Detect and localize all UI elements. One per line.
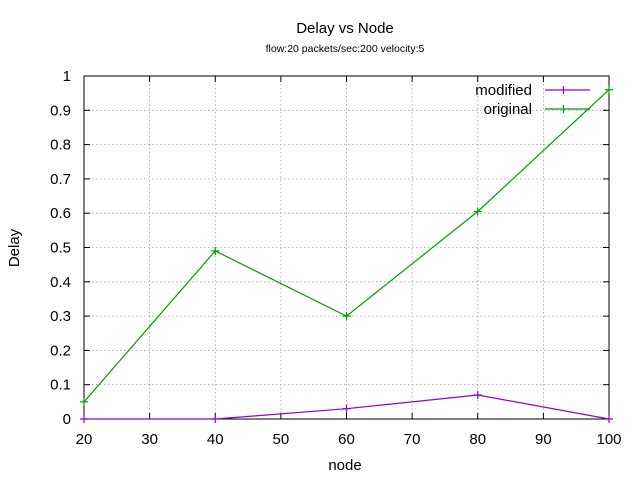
data-point-modified: [473, 390, 482, 399]
y-tick-label: 0.7: [50, 171, 71, 188]
chart-subtitle: flow:20 packets/sec:200 velocity:5: [266, 43, 425, 55]
data-point-original: [342, 312, 351, 321]
series-lines: [80, 85, 613, 423]
data-point-original: [211, 246, 220, 255]
y-tick-label: 0.6: [50, 205, 71, 222]
data-point-modified: [342, 404, 351, 413]
x-tick-label: 60: [338, 431, 355, 448]
x-axis-label: node: [328, 457, 361, 474]
x-tick-label: 70: [404, 431, 421, 448]
x-tick-label: 50: [273, 431, 290, 448]
x-tick-label: 80: [469, 431, 486, 448]
data-point-modified: [80, 415, 88, 423]
legend: modified original: [475, 82, 590, 118]
x-tick-label: 20: [76, 431, 93, 448]
y-tick-label: 0.9: [50, 102, 71, 119]
data-point-modified: [211, 415, 220, 423]
x-tick-label: 40: [207, 431, 224, 448]
data-point-modified: [605, 415, 613, 423]
y-tick-label: 0.1: [50, 377, 71, 394]
y-tick-label: 0.5: [50, 240, 71, 257]
legend-label-modified: modified: [475, 82, 532, 99]
y-tick-label: 0.8: [50, 137, 71, 154]
y-tick-label: 0.2: [50, 342, 71, 359]
chart-title: Delay vs Node: [296, 20, 394, 37]
y-tick-label: 1: [63, 68, 71, 85]
y-tick-label: 0.3: [50, 308, 71, 325]
plot-border: [83, 75, 610, 420]
x-tick-label: 100: [596, 431, 621, 448]
legend-label-original: original: [484, 101, 532, 118]
grid-lines: [84, 76, 609, 419]
y-tick-label: 0.4: [50, 274, 71, 291]
x-tick-label: 30: [141, 431, 158, 448]
y-axis-label: Delay: [6, 228, 23, 267]
data-point-original: [605, 85, 613, 94]
y-tick-label: 0: [63, 411, 71, 428]
x-tick-label: 90: [535, 431, 552, 448]
axes: 0 0.1 0.2 0.3 0.4 0.5 0.6 0.7 0.8 0.9 1 20 30 40 50 60 7…: [50, 68, 621, 448]
data-point-original: [473, 207, 482, 216]
data-point-original: [80, 397, 88, 406]
